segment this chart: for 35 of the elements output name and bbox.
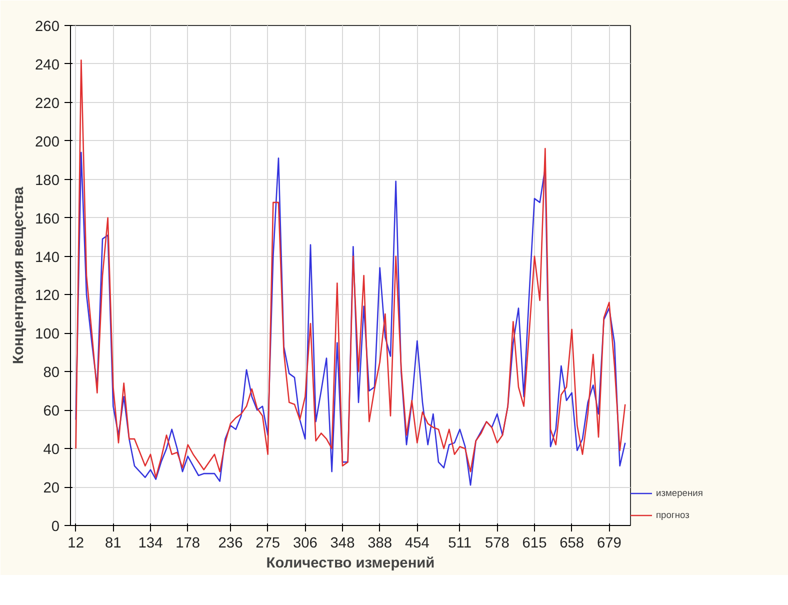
y-tick-label: 0 xyxy=(51,519,60,535)
y-tick-label: 40 xyxy=(43,442,60,458)
x-tick-label: 12 xyxy=(68,536,84,552)
x-tick-label: 658 xyxy=(560,536,584,552)
y-tick-label: 20 xyxy=(43,480,60,497)
y-tick-label: 160 xyxy=(35,211,60,228)
y-tick-label: 100 xyxy=(35,326,60,343)
y-tick-label: 260 xyxy=(35,19,60,35)
x-tick-label: 511 xyxy=(448,536,472,552)
legend-label: измерения xyxy=(656,488,703,498)
x-axis-title: Количество измерений xyxy=(266,556,435,572)
x-tick-label: 454 xyxy=(404,536,430,552)
y-tick-label: 120 xyxy=(35,288,60,304)
x-tick-label: 275 xyxy=(256,536,280,552)
y-axis-title: Концентрация вещества xyxy=(11,186,28,364)
x-tick-label: 615 xyxy=(522,536,547,552)
x-tick-label: 679 xyxy=(596,536,622,552)
line-series xyxy=(75,152,626,486)
legend-label: прогноз xyxy=(656,510,690,520)
y-tick-label: 200 xyxy=(35,134,60,150)
x-tick-label: 134 xyxy=(138,536,163,552)
y-tick-label: 140 xyxy=(35,250,60,266)
x-tick-label: 178 xyxy=(176,536,200,552)
y-tick-label: 180 xyxy=(35,172,60,189)
line-series xyxy=(75,59,626,478)
y-tick-label: 60 xyxy=(43,404,60,420)
x-tick-label: 388 xyxy=(368,536,392,552)
x-tick-label: 81 xyxy=(105,536,122,552)
x-tick-label: 348 xyxy=(330,536,355,552)
y-tick-label: 80 xyxy=(43,365,60,382)
x-tick-label: 306 xyxy=(292,536,318,552)
y-tick-label: 240 xyxy=(35,57,60,74)
x-tick-label: 578 xyxy=(484,536,510,552)
x-tick-label: 236 xyxy=(218,536,243,552)
y-tick-label: 220 xyxy=(35,96,60,112)
